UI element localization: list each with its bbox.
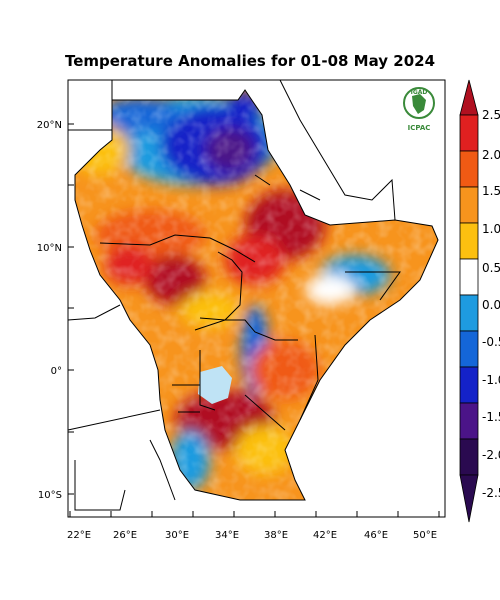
- colorbar-box: [459, 222, 479, 260]
- colorbar-box: [459, 150, 479, 188]
- lon-label-38e: 38°E: [264, 530, 288, 541]
- colorbar-label: -2.5: [482, 486, 500, 500]
- logo-top-text: IGAD: [411, 89, 428, 96]
- map-title: Temperature Anomalies for 01-08 May 2024: [64, 52, 436, 70]
- colorbar-top-arrow: [459, 79, 479, 116]
- colorbar-label: 0.5: [482, 261, 500, 275]
- colorbar-label: -0.5: [482, 335, 500, 349]
- colorbar-label: -2.0: [482, 448, 500, 462]
- anomaly-field: [75, 90, 438, 500]
- lon-label-26e: 26°E: [113, 530, 137, 541]
- colorbar-label: 1.0: [482, 222, 500, 236]
- colorbar-label: -1.0: [482, 373, 500, 387]
- lon-label-46e: 46°E: [364, 530, 388, 541]
- lake-victoria: [198, 366, 232, 404]
- lat-label-10n: 10°N: [37, 243, 62, 254]
- africa-icon: [412, 94, 426, 114]
- colorbar-box: [459, 114, 479, 152]
- colorbar-label: 1.5: [482, 184, 500, 198]
- colorbar: 2.5 2.0 1.5 1.0 0.5 0.0 -0.5 -1.0 -1.5 -…: [459, 79, 500, 523]
- logo-bottom-text: ICPAC: [408, 124, 431, 132]
- lat-label-20n: 20°N: [37, 120, 62, 131]
- colorbar-box: [459, 438, 479, 476]
- colorbar-label: -1.5: [482, 410, 500, 424]
- colorbar-box: [459, 402, 479, 440]
- colorbar-box: [459, 366, 479, 404]
- lon-label-50e: 50°E: [413, 530, 437, 541]
- colorbar-label: 0.0: [482, 298, 500, 312]
- lon-label-42e: 42°E: [313, 530, 337, 541]
- colorbar-label: 2.5: [482, 108, 500, 122]
- lon-label-34e: 34°E: [215, 530, 239, 541]
- icpac-logo: IGAD ICPAC: [403, 87, 435, 132]
- colorbar-bottom-arrow: [459, 474, 479, 523]
- country-borders: [67, 79, 439, 511]
- lon-label-30e: 30°E: [165, 530, 189, 541]
- colorbar-label: 2.0: [482, 148, 500, 162]
- colorbar-box: [459, 258, 479, 296]
- colorbar-box: [459, 186, 479, 224]
- lon-label-22e: 22°E: [67, 530, 91, 541]
- colorbar-box: [459, 330, 479, 368]
- lat-label-10s: 10°S: [38, 490, 62, 501]
- axis-ticks: [68, 123, 440, 517]
- colorbar-box: [459, 294, 479, 332]
- lat-label-0: 0°: [51, 366, 62, 377]
